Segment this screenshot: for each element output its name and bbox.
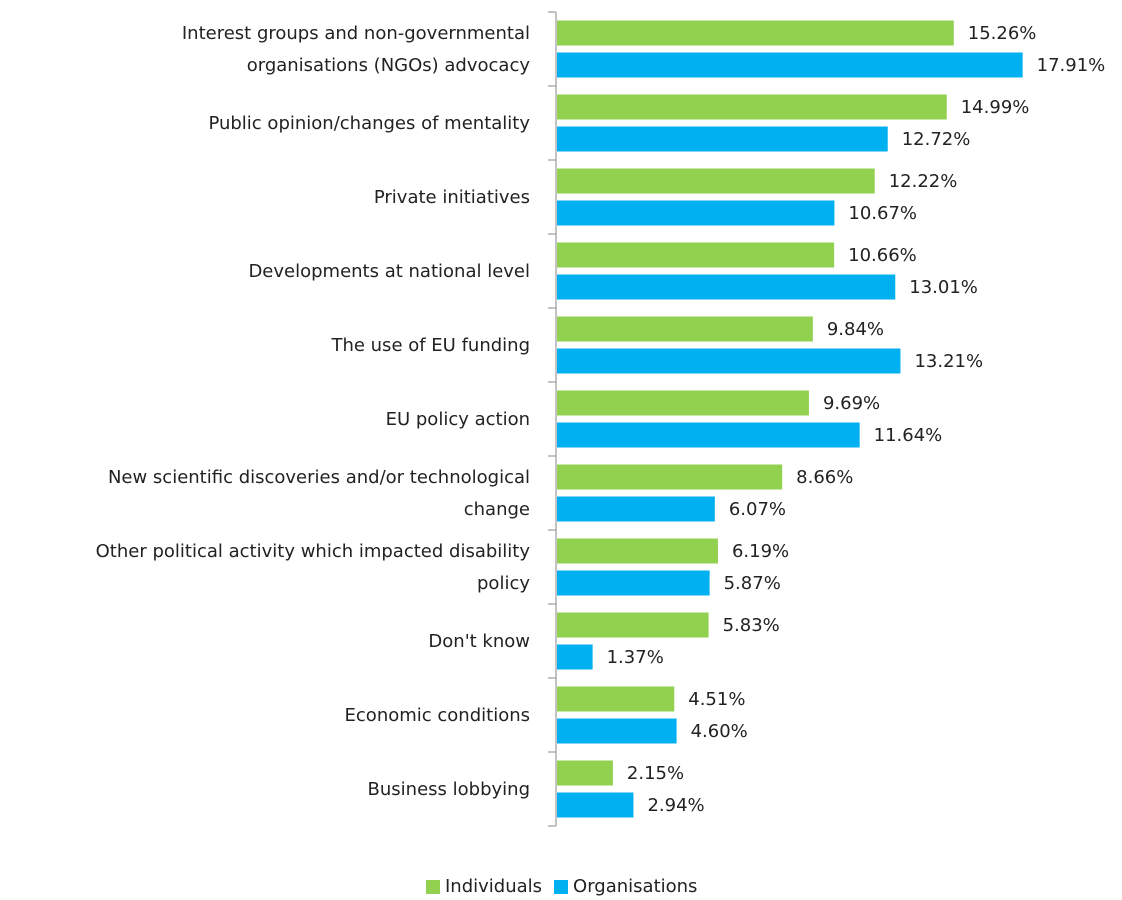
category-label: Don't know — [428, 631, 530, 652]
data-label-individuals-9: 4.51% — [688, 689, 745, 710]
category-label: Business lobbying — [368, 779, 530, 800]
data-label-organisations-0: 17.91% — [1037, 55, 1106, 76]
category-label: Interest groups and non-governmental orga… — [182, 23, 530, 76]
data-label-organisations-7: 5.87% — [724, 573, 781, 594]
bar-organisations-8 — [557, 644, 593, 670]
legend-swatch-individuals — [426, 879, 440, 894]
bar-organisations-4 — [557, 348, 901, 374]
bar-individuals-2 — [557, 168, 875, 194]
data-label-organisations-3: 13.01% — [909, 277, 978, 298]
bar-individuals-0 — [557, 20, 954, 46]
category-label: Other political activity which impacted … — [96, 541, 531, 594]
data-label-individuals-10: 2.15% — [627, 763, 684, 784]
bar-individuals-5 — [557, 390, 809, 416]
bar-organisations-6 — [557, 496, 715, 522]
legend: Individuals Organisations — [426, 876, 709, 897]
bar-organisations-0 — [557, 52, 1023, 78]
data-label-individuals-0: 15.26% — [968, 23, 1037, 44]
data-label-individuals-4: 9.84% — [827, 319, 884, 340]
bar-individuals-4 — [557, 316, 813, 342]
data-label-individuals-8: 5.83% — [723, 615, 780, 636]
category-label: The use of EU funding — [330, 335, 530, 356]
data-label-organisations-2: 10.67% — [848, 203, 917, 224]
legend-label-individuals: Individuals — [445, 876, 543, 897]
data-label-organisations-9: 4.60% — [691, 721, 748, 742]
bar-individuals-9 — [557, 686, 675, 712]
data-label-individuals-6: 8.66% — [796, 467, 853, 488]
data-label-organisations-1: 12.72% — [902, 129, 971, 150]
category-label: New scientific discoveries and/or techno… — [108, 467, 530, 520]
bar-organisations-9 — [557, 718, 677, 744]
data-label-organisations-6: 6.07% — [729, 499, 786, 520]
data-label-individuals-3: 10.66% — [848, 245, 917, 266]
legend-item-individuals: Individuals — [426, 876, 542, 897]
data-label-individuals-5: 9.69% — [823, 393, 880, 414]
legend-label-organisations: Organisations — [573, 876, 698, 897]
legend-swatch-organisations — [554, 879, 569, 894]
bar-organisations-1 — [557, 126, 888, 152]
data-label-organisations-10: 2.94% — [647, 795, 704, 816]
bar-organisations-7 — [557, 570, 710, 596]
bar-individuals-7 — [557, 538, 718, 564]
bar-individuals-8 — [557, 612, 709, 638]
category-label: Private initiatives — [374, 187, 530, 208]
data-label-organisations-8: 1.37% — [607, 647, 664, 668]
bar-individuals-10 — [557, 760, 613, 786]
bar-organisations-3 — [557, 274, 896, 300]
bar-individuals-6 — [557, 464, 783, 490]
data-label-individuals-2: 12.22% — [889, 171, 958, 192]
category-label: Developments at national level — [248, 261, 530, 282]
data-label-individuals-7: 6.19% — [732, 541, 789, 562]
legend-item-organisations: Organisations — [554, 876, 697, 897]
bar-individuals-1 — [557, 94, 947, 120]
category-label: EU policy action — [386, 409, 530, 430]
category-label: Economic conditions — [345, 705, 530, 726]
bar-organisations-10 — [557, 792, 634, 818]
data-label-organisations-4: 13.21% — [914, 351, 983, 372]
data-label-individuals-1: 14.99% — [961, 97, 1030, 118]
bar-individuals-3 — [557, 242, 835, 268]
data-label-organisations-5: 11.64% — [874, 425, 943, 446]
bar-organisations-5 — [557, 422, 860, 448]
bar-organisations-2 — [557, 200, 835, 226]
category-label: Public opinion/changes of mentality — [208, 113, 530, 134]
